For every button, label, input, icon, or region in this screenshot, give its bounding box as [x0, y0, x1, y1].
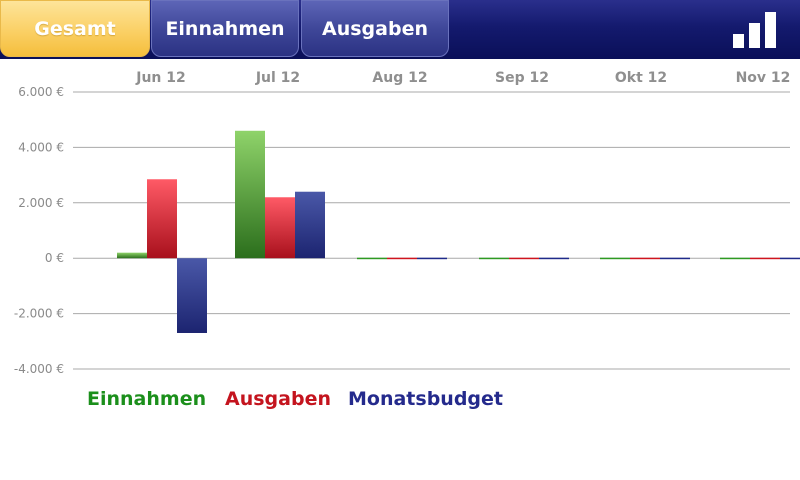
- bar-monatsbudget: [660, 257, 690, 260]
- bar-monatsbudget: [780, 257, 800, 260]
- bar-ausgaben: [750, 257, 780, 260]
- bar-ausgaben: [147, 179, 177, 259]
- bar-einnahmen: [720, 257, 750, 260]
- x-tick-label: Aug 12: [372, 70, 427, 86]
- bar-einnahmen: [235, 130, 265, 259]
- y-tick-label: 2.000 €: [18, 196, 64, 210]
- legend-monatsbudget: Monatsbudget: [348, 388, 503, 410]
- bar-einnahmen: [117, 252, 147, 259]
- y-tick-label: 0 €: [45, 251, 64, 265]
- tab-einnahmen[interactable]: Einnahmen: [151, 0, 299, 57]
- bar-ausgaben: [630, 257, 660, 260]
- tab-gesamt[interactable]: Gesamt: [0, 0, 150, 57]
- tab-ausgaben[interactable]: Ausgaben: [301, 0, 449, 57]
- x-tick-label: Jun 12: [135, 70, 186, 86]
- bar-monatsbudget: [177, 258, 207, 333]
- bar-monatsbudget: [539, 257, 569, 260]
- bar-einnahmen: [357, 257, 387, 260]
- bar-einnahmen: [600, 257, 630, 260]
- x-tick-label: Sep 12: [495, 70, 549, 86]
- bar-ausgaben: [265, 197, 295, 259]
- bar-einnahmen: [479, 257, 509, 260]
- y-tick-label: 4.000 €: [18, 140, 64, 154]
- x-tick-label: Jul 12: [255, 70, 300, 86]
- x-tick-label: Nov 12: [736, 70, 791, 86]
- bar-chart-icon[interactable]: [732, 12, 778, 48]
- bar-monatsbudget: [295, 191, 325, 259]
- x-tick-label: Okt 12: [615, 70, 667, 86]
- bar-monatsbudget: [417, 257, 447, 260]
- bar-ausgaben: [387, 257, 417, 260]
- y-tick-label: 6.000 €: [18, 85, 64, 99]
- y-tick-label: -2.000 €: [14, 307, 64, 321]
- legend-ausgaben: Ausgaben: [225, 388, 331, 410]
- bar-ausgaben: [509, 257, 539, 260]
- y-tick-label: -4.000 €: [14, 362, 64, 376]
- legend-einnahmen: Einnahmen: [87, 388, 207, 410]
- bar-chart: 6.000 € 4.000 € 2.000 € 0 € -2.000 € -4.000 €…: [14, 70, 800, 376]
- top-navigation-bar: Gesamt Einnahmen Ausgaben: [0, 0, 800, 59]
